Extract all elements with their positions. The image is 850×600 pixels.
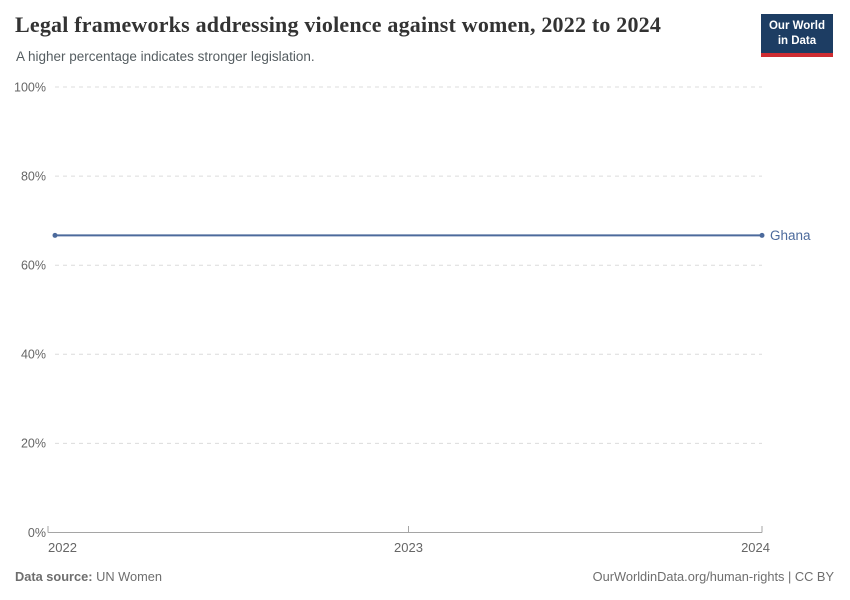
entity-label-ghana[interactable]: Ghana: [770, 228, 811, 243]
data-source-label: Data source:: [15, 569, 93, 584]
page-title: Legal frameworks addressing violence aga…: [15, 12, 662, 37]
y-tick-label-0%: 0%: [28, 526, 46, 540]
series-start-marker-ghana: [52, 232, 58, 238]
y-tick-label-40%: 40%: [21, 348, 46, 362]
owid-logo-line2: in Data: [777, 34, 817, 47]
y-tick-label-20%: 20%: [21, 437, 46, 451]
owid-logo-line1: Our World: [768, 20, 825, 32]
footer-attribution-link[interactable]: OurWorldinData.org/human-rights | CC BY: [592, 569, 834, 584]
y-tick-label-80%: 80%: [21, 169, 46, 183]
y-tick-label-100%: 100%: [14, 80, 46, 94]
owid-logo[interactable]: Our World in Data: [760, 14, 833, 57]
x-tick-label-2022: 2022: [48, 540, 77, 555]
chart-subtitle: A higher percentage indicates stronger l…: [16, 49, 315, 64]
y-tick-label-60%: 60%: [21, 259, 46, 273]
data-source: Data source: UN Women: [15, 569, 162, 584]
x-tick-label-2023: 2023: [394, 540, 423, 555]
data-source-value: UN Women: [96, 569, 162, 584]
x-tick-label-2024: 2024: [741, 540, 770, 555]
series-end-marker-ghana: [759, 232, 765, 238]
